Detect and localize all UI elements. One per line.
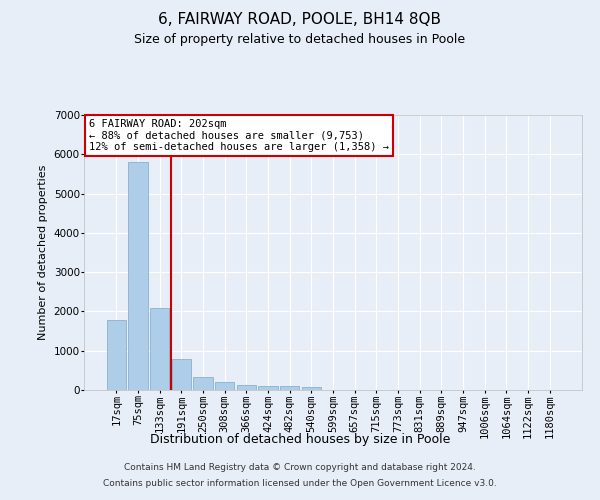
Text: 6, FAIRWAY ROAD, POOLE, BH14 8QB: 6, FAIRWAY ROAD, POOLE, BH14 8QB — [158, 12, 442, 28]
Bar — [107, 320, 126, 390]
Bar — [258, 386, 278, 390]
Text: Size of property relative to detached houses in Poole: Size of property relative to detached ho… — [134, 32, 466, 46]
Y-axis label: Number of detached properties: Number of detached properties — [38, 165, 48, 340]
Text: 6 FAIRWAY ROAD: 202sqm
← 88% of detached houses are smaller (9,753)
12% of semi-: 6 FAIRWAY ROAD: 202sqm ← 88% of detached… — [89, 119, 389, 152]
Bar — [302, 387, 321, 390]
Bar — [128, 162, 148, 390]
Bar — [150, 308, 169, 390]
Text: Distribution of detached houses by size in Poole: Distribution of detached houses by size … — [150, 432, 450, 446]
Bar — [215, 382, 235, 390]
Bar — [193, 376, 213, 390]
Bar — [236, 386, 256, 390]
Bar — [172, 358, 191, 390]
Text: Contains public sector information licensed under the Open Government Licence v3: Contains public sector information licen… — [103, 478, 497, 488]
Text: Contains HM Land Registry data © Crown copyright and database right 2024.: Contains HM Land Registry data © Crown c… — [124, 464, 476, 472]
Bar — [280, 386, 299, 390]
